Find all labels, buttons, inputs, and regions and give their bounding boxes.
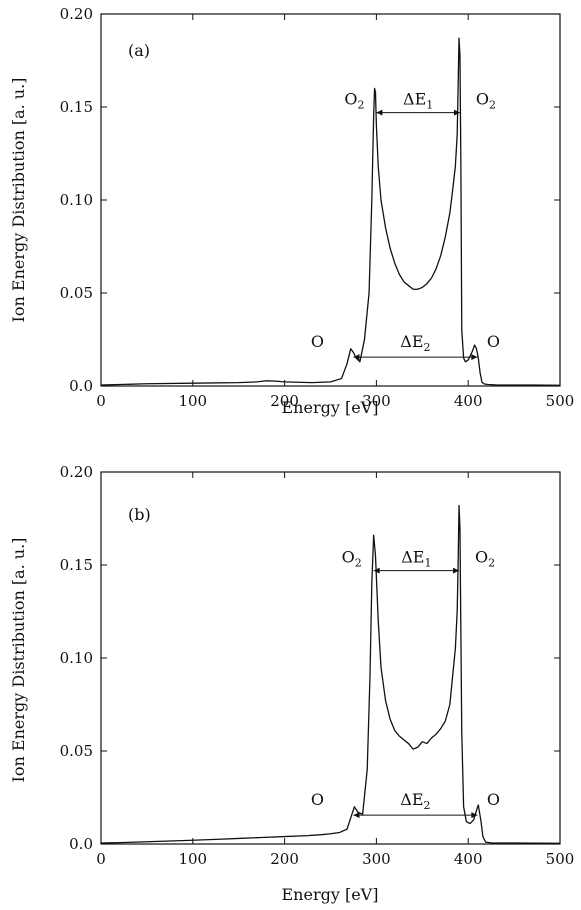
x-tick-label: 300 (362, 850, 391, 868)
energy-distribution-curve-b (100, 504, 561, 844)
delta-e2-arrow-head-left (353, 354, 360, 361)
o-right-label: O (487, 332, 500, 351)
x-tick-label: 200 (270, 392, 299, 410)
o2-left-label-sub: 2 (357, 99, 364, 112)
y-tick-label: 0.0 (69, 835, 93, 853)
o-left-label: O (311, 790, 324, 809)
o2-left-label-sub: 2 (355, 557, 362, 570)
o2-left-label-main: O (342, 548, 355, 567)
o2-right-label: O2 (475, 548, 495, 570)
x-tick-label: 500 (546, 392, 575, 410)
x-tick-label: 500 (546, 850, 575, 868)
delta-e2-arrow-head-right (471, 354, 478, 361)
x-ticks-b: 0 100 200 300 400 500 (96, 472, 574, 868)
o2-right-label-main: O (475, 548, 488, 567)
delta-e2-arrow (353, 812, 478, 819)
x-tick-label: 0 (96, 850, 106, 868)
panel-label-a: (a) (128, 41, 150, 60)
o2-left-label-main: O (344, 90, 357, 109)
x-tick-label: 400 (454, 392, 483, 410)
y-tick-label: 0.10 (60, 649, 93, 667)
delta-e1-main: ΔE (403, 90, 426, 109)
y-ticks-b: 0.0 0.05 0.10 0.15 0.20 (60, 463, 560, 853)
y-tick-label: 0.0 (69, 377, 93, 395)
panel-b: (b) Energy [eV] Ion Energy Distribution … (9, 463, 574, 904)
delta-e1-arrow-head-right (453, 567, 460, 574)
x-tick-label: 300 (362, 392, 391, 410)
delta-e1-main: ΔE (401, 548, 424, 567)
y-axis-title-b: Ion Energy Distribution [a. u.] (9, 538, 28, 783)
o2-left-label: O2 (344, 90, 364, 112)
y-tick-label: 0.20 (60, 5, 93, 23)
delta-e2-arrow-head-right (471, 812, 478, 819)
energy-distribution-curve-a (100, 37, 561, 386)
delta-e2-arrow-head-left (353, 812, 360, 819)
y-tick-label: 0.15 (60, 556, 93, 574)
delta-e1-sub: 1 (426, 99, 433, 112)
delta-e2-sub: 2 (424, 341, 431, 354)
o2-right-label: O2 (476, 90, 496, 112)
y-axis-title-a: Ion Energy Distribution [a. u.] (9, 78, 28, 323)
o-right-label: O (487, 790, 500, 809)
plot-frame-a (100, 13, 561, 387)
delta-e1-label: ΔE1 (401, 548, 431, 570)
x-tick-label: 100 (178, 850, 207, 868)
delta-e2-arrow (353, 354, 478, 361)
delta-e2-sub: 2 (424, 799, 431, 812)
delta-e2-main: ΔE (400, 790, 423, 809)
panel-label-b: (b) (128, 505, 151, 524)
y-tick-label: 0.20 (60, 463, 93, 481)
x-axis-title-b: Energy [eV] (282, 885, 379, 904)
panel-a: (a) Energy [eV] Ion Energy Distribution … (9, 5, 574, 417)
delta-e2-main: ΔE (400, 332, 423, 351)
delta-e1-label: ΔE1 (403, 90, 433, 112)
y-ticks-a: 0.0 0.05 0.10 0.15 0.20 (60, 5, 560, 395)
delta-e1-arrow-head-left (373, 567, 380, 574)
y-tick-label: 0.15 (60, 98, 93, 116)
y-tick-label: 0.05 (60, 284, 93, 302)
o2-right-label-main: O (476, 90, 489, 109)
o-left-label: O (311, 332, 324, 351)
delta-e1-arrow-head-left (376, 109, 383, 116)
x-tick-label: 200 (270, 850, 299, 868)
delta-e1-arrow-head-right (453, 109, 460, 116)
delta-e1-arrow (373, 567, 460, 574)
o2-right-label-sub: 2 (489, 99, 496, 112)
o2-right-label-sub: 2 (488, 557, 495, 570)
delta-e1-arrow (376, 109, 460, 116)
x-tick-label: 0 (96, 392, 106, 410)
delta-e2-label: ΔE2 (400, 332, 430, 354)
delta-e1-sub: 1 (424, 557, 431, 570)
plot-frame-b (100, 471, 561, 845)
delta-e2-label: ΔE2 (400, 790, 430, 812)
y-tick-label: 0.10 (60, 191, 93, 209)
x-tick-label: 100 (178, 392, 207, 410)
x-ticks-a: 0 100 200 300 400 500 (96, 14, 574, 410)
x-tick-label: 400 (454, 850, 483, 868)
y-tick-label: 0.05 (60, 742, 93, 760)
x-axis-title-a: Energy [eV] (282, 398, 379, 417)
o2-left-label: O2 (342, 548, 362, 570)
